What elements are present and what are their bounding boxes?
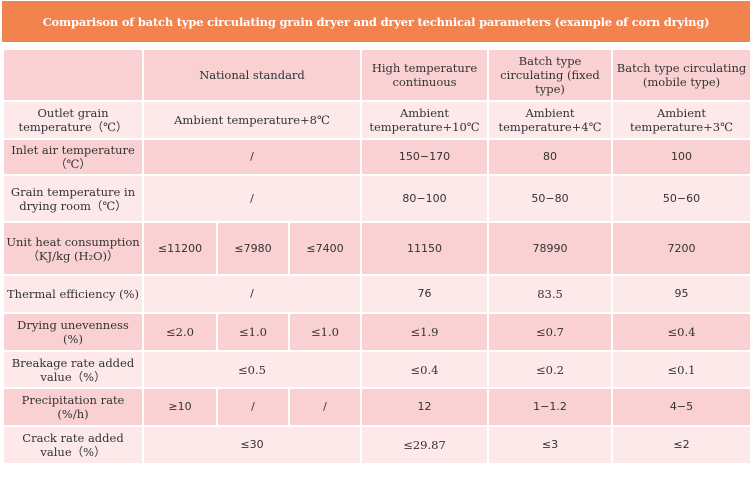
national-value-2: ≤7980 bbox=[216, 221, 290, 276]
national-value-2: / bbox=[216, 387, 290, 427]
national-value-3: / bbox=[288, 387, 362, 427]
row-label: Outlet grain temperature（℃） bbox=[2, 100, 144, 140]
row-unit-heat-consumption: Unit heat consumption （KJ/kg (H₂O)） ≤112… bbox=[2, 221, 752, 276]
high-temp-value: 76 bbox=[360, 274, 489, 314]
fixed-value: 78990 bbox=[487, 221, 613, 276]
row-label: Crack rate added value（%） bbox=[2, 425, 144, 465]
header-row: National standard High temperature conti… bbox=[2, 48, 752, 102]
national-value-1: ≤11200 bbox=[142, 221, 218, 276]
header-batch-mobile: Batch type circulating (mobile type) bbox=[611, 48, 752, 102]
national-value: Ambient temperature+8℃ bbox=[142, 100, 362, 140]
header-national-standard: National standard bbox=[142, 48, 362, 102]
document-page: Comparison of batch type circulating gra… bbox=[2, 1, 752, 465]
row-outlet-grain-temperature: Outlet grain temperature（℃） Ambient temp… bbox=[2, 100, 752, 140]
high-temp-value: 150−170 bbox=[360, 138, 489, 176]
mobile-value: ≤0.4 bbox=[611, 312, 752, 352]
national-value-1: ≤2.0 bbox=[142, 312, 218, 352]
national-value-3: ≤7400 bbox=[288, 221, 362, 276]
high-temp-value: ≤0.4 bbox=[360, 350, 489, 389]
row-label: Inlet air temperature（℃） bbox=[2, 138, 144, 176]
row-label: Thermal efficiency (%) bbox=[2, 274, 144, 314]
row-label: Grain temperature in drying room（℃） bbox=[2, 174, 144, 223]
mobile-value: 100 bbox=[611, 138, 752, 176]
row-precipitation-rate: Precipitation rate (%/h) ≥10 / / 12 1−1.… bbox=[2, 387, 752, 427]
parameter-table: National standard High temperature conti… bbox=[2, 48, 752, 465]
mobile-value: 7200 bbox=[611, 221, 752, 276]
fixed-value: 1−1.2 bbox=[487, 387, 613, 427]
fixed-value: ≤3 bbox=[487, 425, 613, 465]
row-thermal-efficiency: Thermal efficiency (%) / 76 83.5 95 bbox=[2, 274, 752, 314]
mobile-value: 50−60 bbox=[611, 174, 752, 223]
high-temp-value: Ambient temperature+10℃ bbox=[360, 100, 489, 140]
fixed-value: 80 bbox=[487, 138, 613, 176]
high-temp-value: ≤1.9 bbox=[360, 312, 489, 352]
row-drying-unevenness: Drying unevenness (%) ≤2.0 ≤1.0 ≤1.0 ≤1.… bbox=[2, 312, 752, 352]
row-label: Unit heat consumption （KJ/kg (H₂O)） bbox=[2, 221, 144, 276]
row-label: Drying unevenness (%) bbox=[2, 312, 144, 352]
fixed-value: 50−80 bbox=[487, 174, 613, 223]
row-label: Breakage rate added value（%） bbox=[2, 350, 144, 389]
row-label: Precipitation rate (%/h) bbox=[2, 387, 144, 427]
table-title: Comparison of batch type circulating gra… bbox=[2, 1, 750, 42]
row-crack-rate: Crack rate added value（%） ≤30 ≤29.87 ≤3 … bbox=[2, 425, 752, 465]
national-value-2: ≤1.0 bbox=[216, 312, 290, 352]
national-value: / bbox=[142, 274, 362, 314]
mobile-value: Ambient temperature+3℃ bbox=[611, 100, 752, 140]
national-value: / bbox=[142, 138, 362, 176]
mobile-value: 4−5 bbox=[611, 387, 752, 427]
header-high-temperature: High temperature continuous bbox=[360, 48, 489, 102]
national-value: ≤30 bbox=[142, 425, 362, 465]
fixed-value: 83.5 bbox=[487, 274, 613, 314]
high-temp-value: 11150 bbox=[360, 221, 489, 276]
row-breakage-rate: Breakage rate added value（%） ≤0.5 ≤0.4 ≤… bbox=[2, 350, 752, 389]
mobile-value: ≤2 bbox=[611, 425, 752, 465]
header-batch-fixed: Batch type circulating (fixed type) bbox=[487, 48, 613, 102]
fixed-value: Ambient temperature+4℃ bbox=[487, 100, 613, 140]
high-temp-value: 12 bbox=[360, 387, 489, 427]
high-temp-value: ≤29.87 bbox=[360, 425, 489, 465]
fixed-value: ≤0.2 bbox=[487, 350, 613, 389]
row-grain-temperature-drying-room: Grain temperature in drying room（℃） / 80… bbox=[2, 174, 752, 223]
national-value-3: ≤1.0 bbox=[288, 312, 362, 352]
national-value: ≤0.5 bbox=[142, 350, 362, 389]
national-value-1: ≥10 bbox=[142, 387, 218, 427]
fixed-value: ≤0.7 bbox=[487, 312, 613, 352]
mobile-value: 95 bbox=[611, 274, 752, 314]
mobile-value: ≤0.1 bbox=[611, 350, 752, 389]
high-temp-value: 80−100 bbox=[360, 174, 489, 223]
national-value: / bbox=[142, 174, 362, 223]
row-inlet-air-temperature: Inlet air temperature（℃） / 150−170 80 10… bbox=[2, 138, 752, 176]
header-empty-cell bbox=[2, 48, 144, 102]
